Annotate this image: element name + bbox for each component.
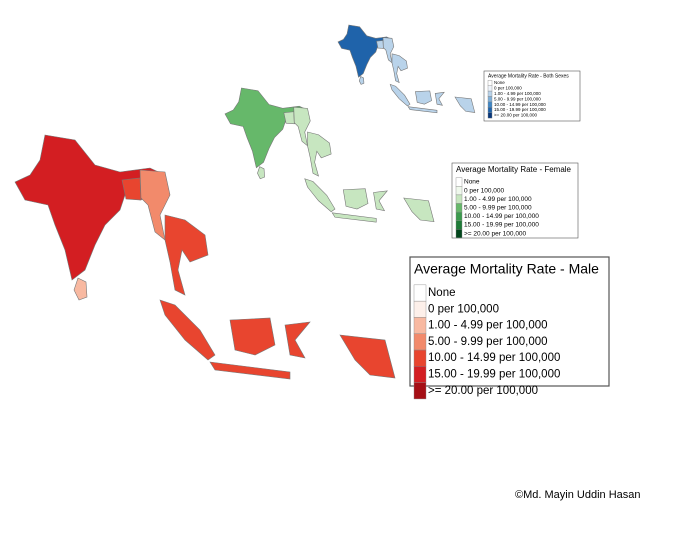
region-sumatra	[159, 299, 216, 361]
region-papua	[403, 197, 435, 223]
region-thailand	[164, 214, 209, 296]
region-sri-lanka	[358, 76, 365, 85]
region-borneo	[415, 90, 432, 105]
legend-swatch	[455, 203, 463, 213]
region-sumatra	[389, 83, 411, 107]
region-bangladesh	[376, 40, 384, 49]
legend-label: 15.00 - 19.99 per 100,000	[428, 369, 560, 381]
region-sulawesi	[284, 321, 311, 359]
region-sulawesi	[373, 190, 388, 212]
legend-label: None	[464, 179, 480, 186]
region-india	[14, 134, 166, 281]
map	[224, 87, 435, 223]
region-india	[337, 24, 393, 78]
legend-label: >= 20.00 per 100,000	[494, 113, 538, 118]
map	[14, 134, 396, 380]
legend-swatch	[487, 107, 493, 113]
legend-box	[483, 70, 581, 122]
legend-swatch	[455, 229, 463, 239]
legend-label: 0 per 100,000	[428, 303, 499, 315]
legend-swatch	[413, 284, 427, 302]
legend-swatch	[413, 366, 427, 383]
legend-swatch	[487, 112, 493, 119]
legend-swatch	[455, 220, 463, 230]
legend-label: 15.00 - 19.99 per 100,000	[464, 222, 539, 229]
region-java	[407, 106, 438, 114]
region-papua	[339, 334, 396, 379]
legend-swatch	[413, 382, 427, 400]
legend-label: None	[428, 287, 456, 299]
region-java	[209, 361, 291, 380]
legend-label: 5.00 - 9.99 per 100,000	[428, 336, 548, 348]
legend-title: Average Mortality Rate - Both Sexes	[488, 73, 569, 79]
region-bangladesh	[121, 177, 142, 201]
legend-label: 1.00 - 4.99 per 100,000	[464, 196, 532, 203]
legend-label: 1.00 - 4.99 per 100,000	[494, 91, 541, 96]
legend-swatch	[413, 349, 427, 367]
region-java	[331, 212, 377, 223]
legend-label: >= 20.00 per 100,000	[464, 230, 527, 237]
legend-label: 0 per 100,000	[464, 187, 505, 194]
legend-swatch	[413, 300, 427, 318]
legend-swatch	[487, 96, 493, 103]
legend-label: >= 20.00 per 100,000	[428, 385, 538, 397]
legend-label: 15.00 - 19.99 per 100,000	[494, 107, 546, 112]
legend-swatch	[487, 85, 493, 92]
legend-swatch	[413, 317, 427, 334]
legend-label: None	[494, 80, 505, 85]
credit: ©Md. Mayin Uddin Hasan	[515, 489, 641, 501]
legend-label: 0 per 100,000	[494, 86, 522, 91]
legend-label: 5.00 - 9.99 per 100,000	[494, 96, 541, 101]
legend-swatch	[487, 90, 493, 97]
region-sulawesi	[434, 91, 445, 106]
legend-label: 5.00 - 9.99 per 100,000	[464, 205, 532, 212]
region-thailand	[307, 131, 332, 177]
region-bangladesh	[283, 111, 295, 125]
region-thailand	[391, 53, 408, 84]
region-borneo	[342, 188, 369, 210]
region-sri-lanka	[257, 166, 265, 180]
legend-swatch	[455, 186, 463, 196]
legend-swatch	[487, 101, 493, 108]
legend-swatch	[455, 177, 463, 187]
legend-swatch	[455, 211, 463, 221]
legend-title: Average Mortality Rate - Male	[414, 261, 599, 277]
legend-box	[409, 256, 610, 387]
region-sumatra	[304, 178, 336, 213]
region-borneo	[229, 317, 276, 356]
legend-label: 10.00 - 14.99 per 100,000	[494, 102, 546, 107]
legend-swatch	[487, 80, 493, 86]
region-sri-lanka	[73, 277, 88, 301]
legend-label: 10.00 - 14.99 per 100,000	[428, 352, 560, 364]
legend-swatch	[455, 194, 463, 204]
region-papua	[454, 96, 476, 113]
legend-label: 10.00 - 14.99 per 100,000	[464, 213, 539, 220]
legend-box	[451, 162, 579, 239]
legend-label: 1.00 - 4.99 per 100,000	[428, 320, 548, 332]
legend-title: Average Mortality Rate - Female	[456, 165, 572, 174]
legend-swatch	[413, 333, 427, 351]
region-india	[224, 87, 308, 169]
map	[337, 24, 476, 114]
